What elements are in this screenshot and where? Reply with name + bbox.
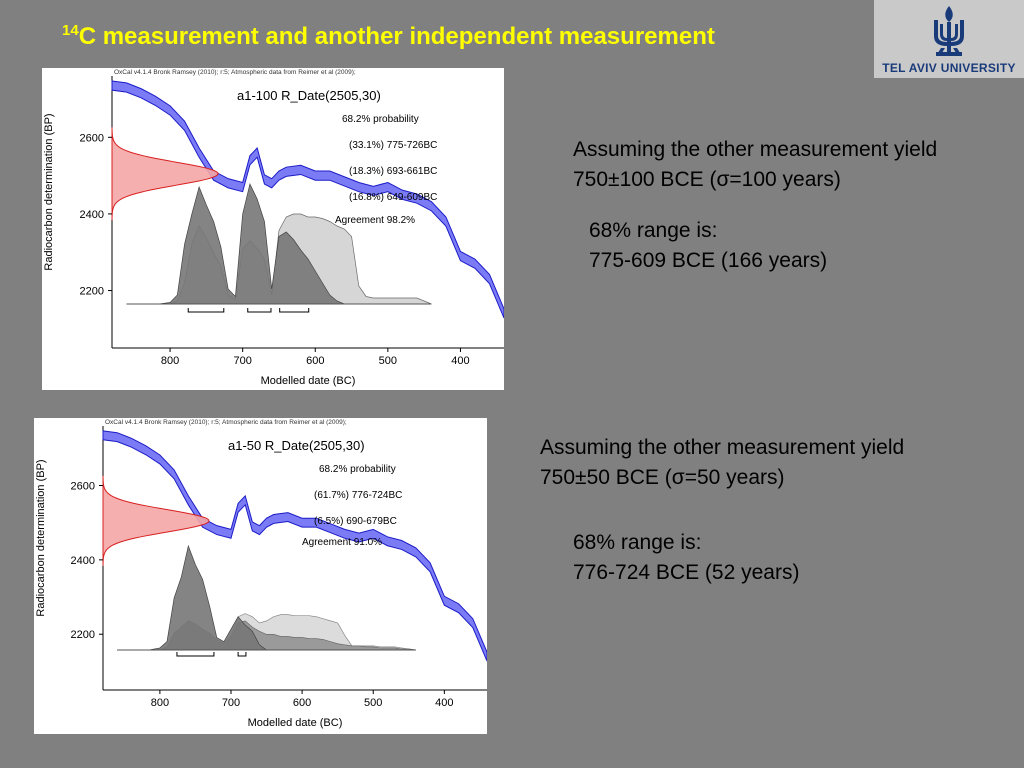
calibration-curve-band xyxy=(102,430,487,662)
chart-title: a1-100 R_Date(2505,30) xyxy=(237,88,381,103)
agreement-label: Agreement 98.2% xyxy=(335,215,415,226)
x-axis-label: Modelled date (BC) xyxy=(248,717,343,729)
y-tick-label: 2400 xyxy=(71,555,95,567)
title-superscript: 14 xyxy=(62,22,79,39)
probability-range: (6.5%) 690-679BC xyxy=(314,516,397,527)
oxcal-chart-a1-50: OxCal v4.1.4 Bronk Ramsey (2010); r:5; A… xyxy=(34,418,487,734)
range-bracket xyxy=(279,308,310,313)
oxcal-chart-a1-100: OxCal v4.1.4 Bronk Ramsey (2010); r:5; A… xyxy=(42,68,504,390)
note-2: Assuming the other measurement yield 750… xyxy=(540,433,904,493)
x-tick-label: 700 xyxy=(233,355,251,367)
range-bracket xyxy=(237,652,247,657)
y-tick-label: 2600 xyxy=(71,480,95,492)
note-1-range: 68% range is: 775-609 BCE (166 years) xyxy=(589,216,827,276)
title-main: C measurement and another independent me… xyxy=(78,23,715,50)
chart-header: OxCal v4.1.4 Bronk Ramsey (2010); r:5; A… xyxy=(105,419,347,426)
x-tick-label: 600 xyxy=(293,697,311,709)
slide-title: 14C measurement and another independent … xyxy=(62,22,715,51)
note-1: Assuming the other measurement yield 750… xyxy=(573,135,937,195)
note-assumption: Assuming the other measurement yield xyxy=(540,436,905,459)
probability-range: (16.8%) 649-609BC xyxy=(349,192,437,203)
radiocarbon-date-distribution xyxy=(102,475,210,566)
chart-header: OxCal v4.1.4 Bronk Ramsey (2010); r:5; A… xyxy=(114,69,356,76)
note-range-value: 776-724 BCE (52 years) xyxy=(573,561,800,584)
chart-title: a1-50 R_Date(2505,30) xyxy=(228,438,365,453)
chart-svg: OxCal v4.1.4 Bronk Ramsey (2010); r:5; A… xyxy=(35,419,487,729)
x-tick-label: 800 xyxy=(161,355,179,367)
y-tick-label: 2200 xyxy=(71,629,95,641)
range-bracket xyxy=(187,308,225,313)
y-tick-label: 2600 xyxy=(80,132,104,144)
probability-label: 68.2% probability xyxy=(342,114,419,125)
probability-range: (61.7%) 776-724BC xyxy=(314,490,402,501)
range-bracket xyxy=(176,652,215,657)
note-range-label: 68% range is: xyxy=(573,531,702,554)
note-measurement: 750±100 BCE (σ=100 years) xyxy=(573,168,841,191)
radiocarbon-date-distribution xyxy=(111,127,219,221)
y-axis-label: Radiocarbon determination (BP) xyxy=(43,113,55,270)
note-range-value: 775-609 BCE (166 years) xyxy=(589,249,828,272)
note-2-range: 68% range is: 776-724 BCE (52 years) xyxy=(573,528,799,588)
x-tick-label: 700 xyxy=(222,697,240,709)
university-logo: TEL AVIV UNIVERSITY xyxy=(874,0,1024,78)
x-axis-label: Modelled date (BC) xyxy=(261,375,356,387)
probability-range: (18.3%) 693-661BC xyxy=(349,166,437,177)
calibration-curve-band xyxy=(111,80,504,319)
x-tick-label: 500 xyxy=(379,355,397,367)
x-tick-label: 500 xyxy=(364,697,382,709)
probability-range: (33.1%) 775-726BC xyxy=(349,140,437,151)
menorah-emblem-icon xyxy=(934,6,964,56)
probability-label: 68.2% probability xyxy=(319,464,396,475)
y-tick-label: 2200 xyxy=(80,286,104,298)
note-range-label: 68% range is: xyxy=(589,219,718,242)
note-measurement: 750±50 BCE (σ=50 years) xyxy=(540,466,785,489)
agreement-label: Agreement 91.0% xyxy=(302,537,382,548)
logo-text: TEL AVIV UNIVERSITY xyxy=(882,61,1016,75)
range-bracket xyxy=(247,308,272,313)
x-tick-label: 800 xyxy=(151,697,169,709)
chart-svg: OxCal v4.1.4 Bronk Ramsey (2010); r:5; A… xyxy=(43,69,504,387)
x-tick-label: 400 xyxy=(435,697,453,709)
y-tick-label: 2400 xyxy=(80,209,104,221)
x-tick-label: 400 xyxy=(451,355,469,367)
x-tick-label: 600 xyxy=(306,355,324,367)
y-axis-label: Radiocarbon determination (BP) xyxy=(35,459,47,616)
note-assumption: Assuming the other measurement yield xyxy=(573,138,938,161)
